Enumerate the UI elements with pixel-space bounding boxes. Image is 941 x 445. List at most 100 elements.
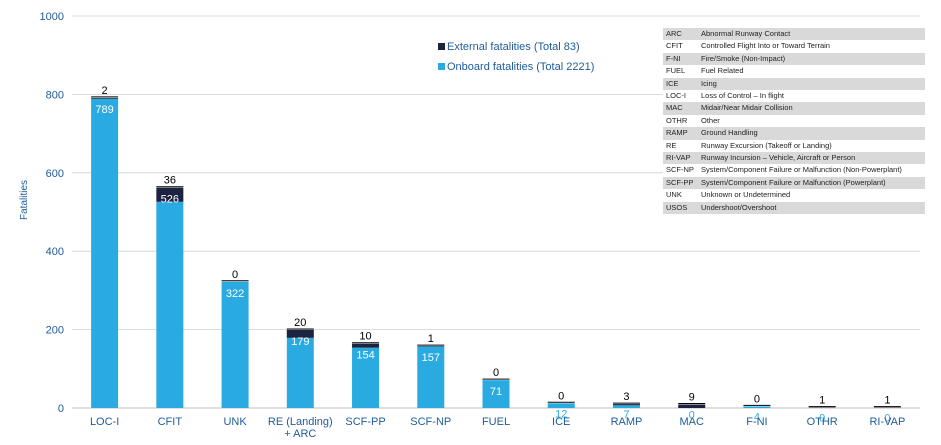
abbreviation-row: MAC Midair/Near Midair Collision <box>663 102 925 115</box>
onboard-value-label: 322 <box>226 288 244 300</box>
abbreviation-row: UNK Unknown or Undetermined <box>663 189 925 202</box>
onboard-value-label: 789 <box>95 104 113 116</box>
abbreviation-row: ARC Abnormal Runway Contact <box>663 28 925 41</box>
abbreviation-code: RI-VAP <box>663 152 698 165</box>
abbreviation-row: SCF-NP System/Component Failure or Malfun… <box>663 164 925 177</box>
onboard-value-label: 157 <box>422 352 440 364</box>
y-axis: 0 200 400 600 800 1000 <box>40 11 64 415</box>
external-value-label: 0 <box>493 367 499 379</box>
abbreviation-row: OTHR Other <box>663 114 925 128</box>
abbreviation-code: RAMP <box>663 127 698 140</box>
onboard-value-label: 4 <box>754 411 760 423</box>
abbreviation-description: Icing <box>698 77 925 91</box>
abbreviation-code: CFIT <box>663 40 698 53</box>
legend-label-onboard: Onboard fatalities (Total 2221) <box>447 61 594 73</box>
y-tick-label: 200 <box>46 325 64 337</box>
abbreviation-row: FUEL Fuel Related <box>663 65 925 78</box>
x-axis: LOC-I CFIT UNK RE (Landing) + ARC SCF-PP SCF-N… <box>90 416 905 440</box>
x-tick-label: RI-VAP <box>869 416 905 428</box>
abbreviation-description: Ground Handling <box>698 127 925 140</box>
onboard-value-label: 12 <box>555 408 567 420</box>
abbreviation-code: ICE <box>663 77 698 91</box>
y-tick-label: 0 <box>58 403 64 415</box>
legend-swatch-onboard <box>438 63 445 70</box>
abbreviation-code: SCF-PP <box>663 176 698 190</box>
bar-external <box>612 404 640 406</box>
abbreviation-description: Runway Excursion (Takeoff or Landing) <box>698 139 925 153</box>
abbreviation-description: Fuel Related <box>698 65 925 78</box>
bar-onboard <box>417 346 445 408</box>
bar-onboard <box>286 337 314 408</box>
bar-external <box>91 97 119 99</box>
x-tick-label: OTHR <box>807 416 838 428</box>
bar-external <box>156 187 184 202</box>
external-value-label: 1 <box>819 395 825 407</box>
onboard-value-label: 0 <box>689 409 695 421</box>
abbreviation-description: Runway Incursion – Vehicle, Aircraft or … <box>698 152 925 165</box>
abbreviation-description: Unknown or Undetermined <box>698 189 925 202</box>
bar-onboard <box>352 347 380 408</box>
external-value-label: 0 <box>754 393 760 405</box>
onboard-value-label: 71 <box>490 386 502 398</box>
legend-label-external: External fatalities (Total 83) <box>447 41 580 53</box>
abbreviation-description: Abnormal Runway Contact <box>698 28 925 41</box>
onboard-value-label: 0 <box>884 413 890 425</box>
abbreviation-code: F-NI <box>663 52 698 66</box>
external-value-label: 36 <box>164 175 176 187</box>
abbreviation-table: ARC Abnormal Runway Contact CFIT Controlled… <box>663 28 925 215</box>
external-value-label: 3 <box>623 391 629 403</box>
abbreviation-description: System/Component Failure or Malfunction … <box>698 164 925 177</box>
bars <box>91 96 901 408</box>
bar-external <box>286 329 314 338</box>
abbreviation-description: System/Component Failure or Malfunction … <box>698 176 925 190</box>
x-tick-label: ICE <box>552 416 570 428</box>
bar-onboard <box>156 201 184 408</box>
legend: External fatalities (Total 83) Onboard f… <box>438 41 594 73</box>
abbreviation-code: FUEL <box>663 65 698 78</box>
abbreviation-row: RI-VAP Runway Incursion – Vehicle, Aircra… <box>663 152 925 165</box>
x-tick-label: MAC <box>679 416 704 428</box>
abbreviation-code: USOS <box>663 201 698 215</box>
external-value-label: 1 <box>884 395 890 407</box>
external-value-label: 9 <box>689 391 695 403</box>
abbreviation-row: USOS Undershoot/Overshoot <box>663 201 925 215</box>
abbreviation-code: LOC-I <box>663 90 698 103</box>
abbreviation-row: F-NI Fire/Smoke (Non-Impact) <box>663 52 925 66</box>
external-value-label: 10 <box>359 331 371 343</box>
y-tick-label: 1000 <box>40 11 64 23</box>
onboard-value-label: 526 <box>161 194 179 206</box>
bar-onboard <box>612 405 640 408</box>
y-tick-label: 600 <box>46 168 64 180</box>
onboard-value-label: 179 <box>291 336 309 348</box>
abbreviation-code: SCF-NP <box>663 164 698 177</box>
x-tick-label: FUEL <box>482 416 510 428</box>
bar-onboard <box>91 98 119 408</box>
abbreviation-row: ICE Icing <box>663 77 925 91</box>
external-value-label: 2 <box>102 85 108 97</box>
onboard-value-label: 7 <box>623 409 629 421</box>
x-tick-label: RE (Landing) + ARC <box>268 416 333 440</box>
abbreviation-description: Controlled Flight Into or Toward Terrain <box>698 40 925 53</box>
bar-onboard <box>743 406 771 408</box>
x-tick-label: LOC-I <box>90 416 119 428</box>
x-tick-label: RAMP <box>611 416 643 428</box>
abbreviation-row: CFIT Controlled Flight Into or Toward Ter… <box>663 40 925 53</box>
external-value-label: 0 <box>232 269 238 281</box>
abbreviation-description: Undershoot/Overshoot <box>698 201 925 215</box>
abbreviation-description: Other <box>698 114 925 128</box>
abbreviation-code: UNK <box>663 189 698 202</box>
y-tick-label: 400 <box>46 246 64 258</box>
bar-onboard <box>221 281 249 408</box>
legend-swatch-external <box>438 43 445 50</box>
x-tick-label: F-NI <box>746 416 767 428</box>
abbreviation-code: ARC <box>663 28 698 41</box>
x-tick-label: SCF-NP <box>410 416 451 428</box>
bar-onboard <box>547 403 575 408</box>
external-value-label: 1 <box>428 333 434 345</box>
abbreviation-row: RE Runway Excursion (Takeoff or Landing) <box>663 139 925 153</box>
abbreviation-code: OTHR <box>663 114 698 128</box>
abbreviation-description: Midair/Near Midair Collision <box>698 102 925 115</box>
